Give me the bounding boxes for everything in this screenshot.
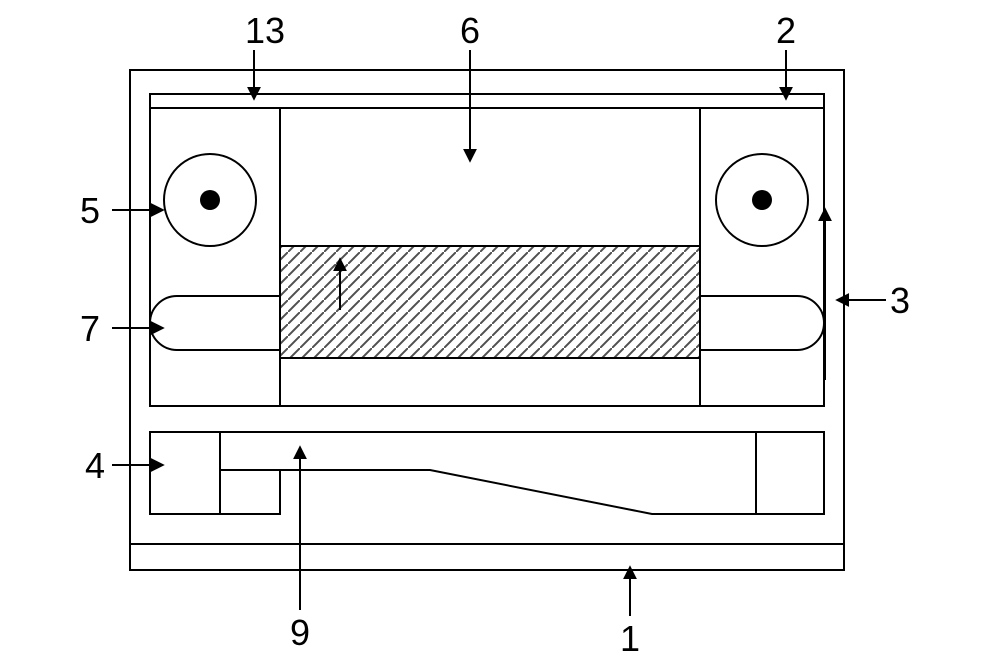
label-13: 13 [245,10,285,52]
label-7: 7 [80,308,100,350]
label-2: 2 [776,10,796,52]
schematic-diagram: 1 2 3 4 5 6 7 9 13 [0,0,1000,659]
label-3: 3 [890,280,910,322]
label-4: 4 [85,445,105,487]
label-1: 1 [620,618,640,660]
label-9: 9 [290,612,310,654]
label-6: 6 [460,10,480,52]
diagram-svg [0,0,1000,659]
label-5: 5 [80,190,100,232]
